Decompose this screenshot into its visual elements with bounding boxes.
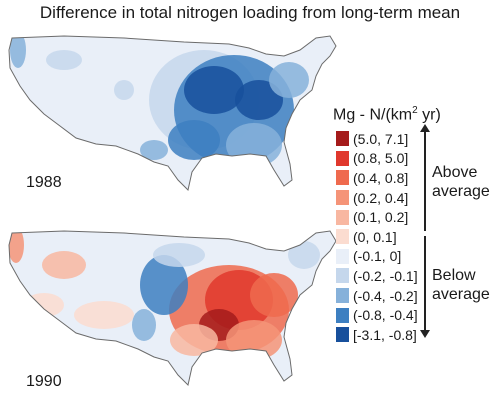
year-label-1988: 1988 (26, 174, 62, 191)
legend-label: (0.8, 5.0] (353, 150, 409, 167)
region-patch (153, 243, 205, 267)
region-patch (140, 255, 188, 315)
region-patch (288, 241, 320, 269)
us-outline (8, 35, 337, 191)
legend-label: (-0.1, 0] (353, 248, 402, 265)
region-patch (184, 66, 244, 114)
legend-item: [-3.1, -0.8] (336, 325, 418, 345)
above-average-label: Above average (432, 164, 490, 200)
region-patch (168, 120, 220, 160)
legend-swatch (336, 307, 349, 323)
legend-swatch (336, 327, 349, 343)
region-patch (226, 320, 282, 360)
region-patch (269, 62, 309, 98)
map-regions (9, 36, 336, 190)
legend-swatch (336, 170, 349, 186)
region-patch (170, 324, 218, 356)
legend-swatch (336, 288, 349, 304)
arrow-down-shaft (424, 236, 426, 332)
region-patch (74, 301, 134, 329)
region-patch (24, 293, 64, 317)
legend-label: (5.0, 7.1] (353, 130, 409, 147)
legend-label: (-0.8, -0.4] (353, 307, 418, 324)
region-patch (42, 251, 86, 279)
region-patch (250, 273, 298, 317)
us-outline (8, 230, 337, 386)
legend-swatch (336, 190, 349, 206)
figure-title: Difference in total nitrogen loading fro… (39, 3, 461, 22)
legend-title: Mg - N/(km2 yr) (333, 105, 441, 124)
legend: (5.0, 7.1] (0.8, 5.0] (0.4, 0.8] (0.2, 0.4]… (336, 129, 418, 345)
legend-swatch (336, 209, 349, 225)
legend-item: (-0.8, -0.4] (336, 305, 418, 325)
arrow-up-shaft (424, 129, 426, 231)
arrow-up-icon (420, 124, 430, 132)
legend-item: (0, 0.1] (336, 227, 418, 247)
region-patch (140, 140, 168, 160)
region-patch (132, 309, 156, 341)
legend-item: (-0.4, -0.2] (336, 286, 418, 306)
region-patch (10, 36, 26, 68)
legend-label: (0.1, 0.2] (353, 209, 409, 226)
arrow-down-icon (420, 330, 430, 338)
legend-label: (0.4, 0.8] (353, 169, 409, 186)
legend-item: (-0.1, 0] (336, 247, 418, 267)
year-label-1990: 1990 (26, 373, 62, 390)
map-regions (9, 231, 336, 385)
legend-swatch (336, 268, 349, 284)
region-patch (226, 123, 282, 167)
region-patch (235, 80, 283, 120)
legend-swatch (336, 229, 349, 245)
region-patch (46, 50, 82, 70)
legend-item: (0.1, 0.2] (336, 207, 418, 227)
legend-label: (0.2, 0.4] (353, 189, 409, 206)
map-1990 (8, 230, 337, 386)
legend-swatch (336, 131, 349, 147)
legend-item: (-0.2, -0.1] (336, 266, 418, 286)
region-patch (9, 231, 24, 263)
legend-item: (5.0, 7.1] (336, 129, 418, 149)
region-patch (114, 80, 134, 100)
legend-label: (-0.2, -0.1] (353, 267, 418, 284)
below-average-label: Below average (432, 267, 490, 303)
legend-item: (0.2, 0.4] (336, 188, 418, 208)
legend-item: (0.8, 5.0] (336, 149, 418, 169)
legend-item: (0.4, 0.8] (336, 168, 418, 188)
legend-swatch (336, 248, 349, 264)
legend-label: (0, 0.1] (353, 228, 397, 245)
legend-label: [-3.1, -0.8] (353, 326, 417, 343)
map-1988 (8, 35, 337, 191)
legend-swatch (336, 150, 349, 166)
legend-label: (-0.4, -0.2] (353, 287, 418, 304)
